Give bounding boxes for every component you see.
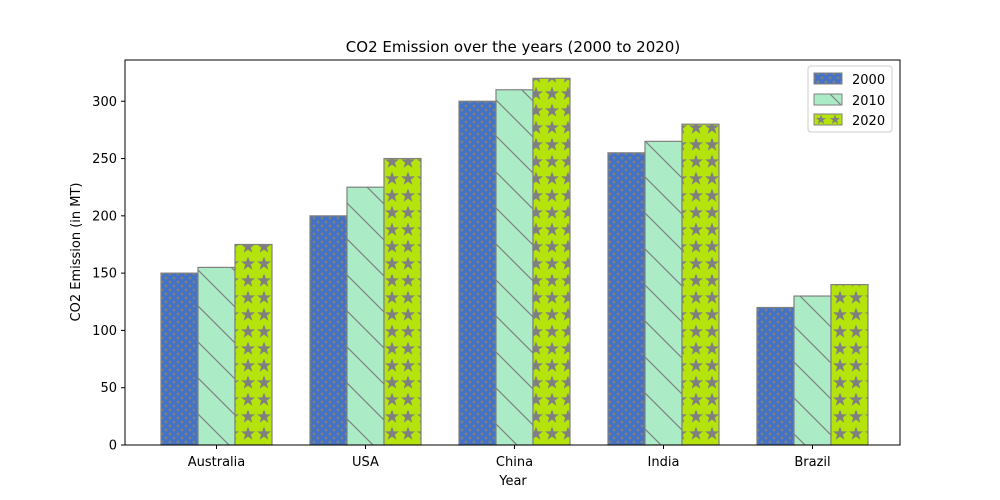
legend-swatch-2020 (813, 113, 843, 126)
x-tick-label-brazil: Brazil (794, 455, 830, 470)
y-tick-label: 0 (109, 439, 117, 454)
bar-india-2010 (644, 140, 683, 446)
bar-australia-2010 (197, 266, 236, 446)
bar-india-2020 (681, 123, 720, 446)
legend: 2000 2010 2020 (807, 65, 893, 133)
bar-usa-2020 (383, 157, 422, 446)
legend-label-2010: 2010 (852, 94, 885, 109)
legend-swatch-2010-hatch (829, 93, 842, 106)
legend-swatch-2010 (813, 93, 843, 106)
x-tick-label-china: China (496, 455, 533, 470)
y-tick-label: 150 (92, 267, 117, 282)
x-axis-label: Year (498, 474, 527, 489)
y-tick-label: 300 (92, 95, 117, 110)
y-axis-label: CO2 Emission (in MT) (69, 183, 84, 322)
x-axis: Australia USA China India Brazil (188, 445, 831, 470)
bar-china-2000 (458, 100, 497, 446)
x-tick-label-australia: Australia (188, 455, 246, 470)
y-tick-label: 200 (92, 209, 117, 224)
bar-usa-2000 (309, 215, 348, 446)
y-tick-label: 100 (92, 324, 117, 339)
x-tick-label-india: India (648, 455, 680, 470)
chart-title: CO2 Emission over the years (2000 to 202… (346, 38, 680, 56)
bar-australia-2000 (160, 272, 199, 446)
legend-swatch-2020-star (830, 114, 840, 124)
bar-china-2010 (495, 89, 534, 446)
x-tick-label-usa: USA (352, 455, 379, 470)
bar-brazil-2020 (830, 283, 869, 446)
legend-swatch-2000 (813, 72, 843, 85)
bar-china-2020 (532, 77, 571, 446)
legend-label-2000: 2000 (852, 73, 885, 88)
y-tick-label: 250 (92, 152, 117, 167)
y-tick-label: 50 (100, 381, 117, 396)
bar-brazil-2000 (756, 306, 795, 446)
bars-group (160, 77, 869, 446)
y-axis: 0 50 100 150 200 250 300 (92, 95, 125, 454)
bar-india-2000 (607, 152, 646, 446)
bar-usa-2010 (346, 186, 385, 446)
plot-area-frame (124, 59, 901, 446)
bar-brazil-2010 (793, 295, 832, 446)
legend-label-2020: 2020 (852, 114, 885, 129)
bar-australia-2020 (234, 243, 273, 446)
legend-swatch-2020-star (816, 114, 826, 124)
